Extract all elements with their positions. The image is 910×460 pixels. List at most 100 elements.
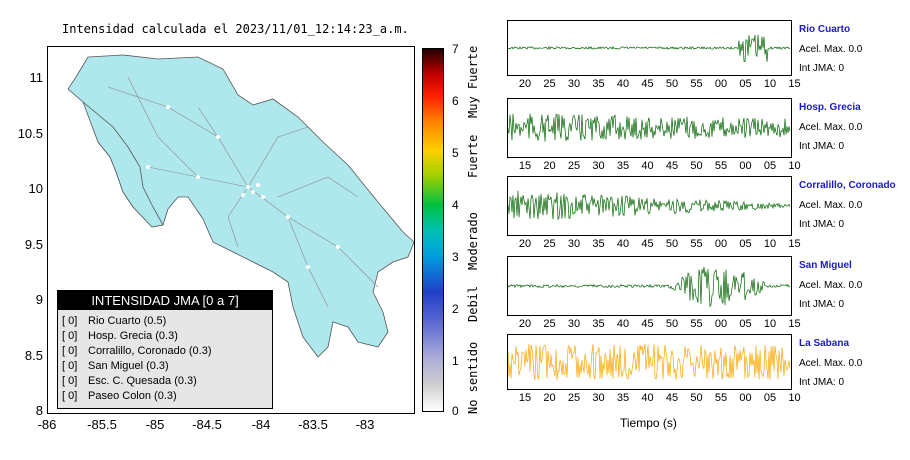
legend-row: [ 0] Hosp. Grecia (0.3) (62, 330, 178, 342)
station-name: Hosp. Grecia (799, 102, 861, 113)
colorbar-tick: 2 (452, 302, 459, 316)
trace-tick-label: 40 (641, 392, 654, 404)
trace-tick-label: 50 (665, 318, 679, 330)
map-xtick: -85 (145, 417, 165, 432)
trace-tick-label: 15 (518, 392, 532, 404)
trace-tick-label: 20 (518, 318, 532, 330)
station-info: Acel. Max. 0.0 Int JMA: 0 (799, 276, 862, 314)
map-ytick: 10 (28, 181, 43, 196)
trace-tick-label: 10 (788, 160, 801, 172)
trace-tick-label: 10 (763, 78, 777, 90)
trace-tick-label: 00 (739, 160, 752, 172)
trace-tick-label: 45 (641, 78, 654, 90)
trace-tick-label: 25 (567, 392, 581, 404)
trace-tick-label: 50 (690, 160, 703, 172)
trace-tick-label: 10 (763, 238, 777, 250)
trace-tick-label: 35 (592, 78, 605, 90)
trace-tick-label: 10 (788, 392, 801, 404)
trace-tick-label: 20 (518, 238, 532, 250)
trace-tick-label: 35 (616, 160, 630, 172)
station-name: La Sabana (799, 338, 850, 349)
map-xtick: -84.5 (192, 417, 222, 432)
intensity-colorbar (422, 48, 444, 412)
map-xtick: -83 (355, 417, 375, 432)
map-ytick: 10.5 (17, 126, 43, 141)
colorbar-category: Muy Fuerte (466, 45, 480, 118)
trace-tick-label: 25 (543, 318, 556, 330)
trace-tick-label: 05 (739, 78, 752, 90)
colorbar-tick: 6 (452, 94, 459, 108)
station-int: Int JMA: 0 (799, 63, 845, 74)
map-ytick: 11 (29, 70, 44, 85)
map-xtick: -83.5 (298, 417, 328, 432)
trace-tick-label: 35 (592, 238, 605, 250)
station-int: Int JMA: 0 (799, 299, 845, 310)
trace-tick-label: 40 (616, 318, 630, 330)
map-ytick: 9 (35, 292, 43, 307)
trace-tick-label: 00 (714, 238, 728, 250)
trace-tick-label: 05 (763, 160, 777, 172)
trace-tick-label: 55 (690, 238, 703, 250)
station-info: Acel. Max. 0.0 Int JMA: 0 (799, 118, 862, 156)
trace-ticks: 20 25 30 35 40 45 50 55 00 05 10 15 (507, 318, 801, 332)
map-xtick: -84 (251, 417, 271, 432)
station-int: Int JMA: 0 (799, 377, 845, 388)
trace-ticks: 15 20 25 30 35 40 45 50 55 00 05 10 (507, 392, 801, 406)
trace-tick-label: 05 (763, 392, 777, 404)
trace-tick-label: 40 (616, 78, 630, 90)
trace-tick-label: 40 (616, 238, 630, 250)
trace-tick-label: 05 (739, 318, 752, 330)
colorbar-tick: 5 (452, 146, 459, 160)
station-info: Acel. Max. 0.0 Int JMA: 0 (799, 354, 862, 392)
trace-tick-label: 20 (543, 392, 556, 404)
trace-tick-label: 45 (641, 318, 654, 330)
trace-tick-label: 55 (714, 160, 728, 172)
station-int: Int JMA: 0 (799, 219, 845, 230)
trace-0 (507, 20, 792, 76)
map-xtick: -86 (37, 417, 57, 432)
station-acel: Acel. Max. 0.0 (799, 44, 863, 55)
trace-tick-label: 15 (788, 318, 801, 330)
trace-tick-label: 30 (567, 238, 581, 250)
trace-tick-label: 00 (739, 392, 752, 404)
map-ytick: 8 (35, 403, 43, 418)
trace-tick-label: 30 (592, 160, 605, 172)
trace-tick-label: 25 (567, 160, 581, 172)
station-int: Int JMA: 0 (799, 141, 845, 152)
station-info: Acel. Max. 0.0 Int JMA: 0 (799, 40, 862, 78)
trace-tick-label: 30 (567, 318, 581, 330)
trace-4 (507, 334, 792, 390)
trace-tick-label: 20 (518, 78, 532, 90)
map-ytick: 8.5 (24, 348, 43, 363)
colorbar-category: Fuerte (466, 134, 480, 178)
trace-tick-label: 25 (543, 78, 556, 90)
trace-3 (507, 256, 792, 316)
trace-tick-label: 15 (788, 78, 801, 90)
intensity-legend: INTENSIDAD JMA [0 a 7] [ 0] Rio Cuarto (0… (57, 290, 273, 409)
legend-row: [ 0] Paseo Colon (0.3) (62, 390, 177, 402)
trace-tick-label: 55 (690, 78, 703, 90)
station-name: Corralillo, Coronado (799, 180, 896, 191)
trace-tick-label: 35 (616, 392, 630, 404)
trace-tick-label: 55 (690, 318, 703, 330)
colorbar-category: No sentido (466, 341, 480, 414)
legend-row: [ 0] Rio Cuarto (0.5) (62, 315, 167, 327)
trace-tick-label: 40 (641, 160, 654, 172)
station-acel: Acel. Max. 0.0 (799, 358, 863, 369)
nicoya-peninsula (82, 100, 164, 228)
trace-tick-label: 20 (543, 160, 556, 172)
map-title: Intensidad calculada el 2023/11/01_12:14… (62, 22, 409, 36)
colorbar-tick: 3 (452, 250, 459, 264)
trace-tick-label: 05 (739, 238, 752, 250)
station-name: San Miguel (799, 260, 852, 271)
trace-2 (507, 176, 792, 236)
trace-tick-label: 25 (543, 238, 556, 250)
legend-row: [ 0] San Miguel (0.3) (62, 360, 169, 372)
trace-tick-label: 45 (665, 392, 679, 404)
trace-1 (507, 98, 792, 158)
map-xtick: -85.5 (87, 417, 117, 432)
trace-tick-label: 45 (641, 238, 654, 250)
colorbar-tick: 7 (452, 42, 459, 56)
legend-row: [ 0] Corralillo, Coronado (0.3) (62, 345, 212, 357)
station-acel: Acel. Max. 0.0 (799, 122, 863, 133)
